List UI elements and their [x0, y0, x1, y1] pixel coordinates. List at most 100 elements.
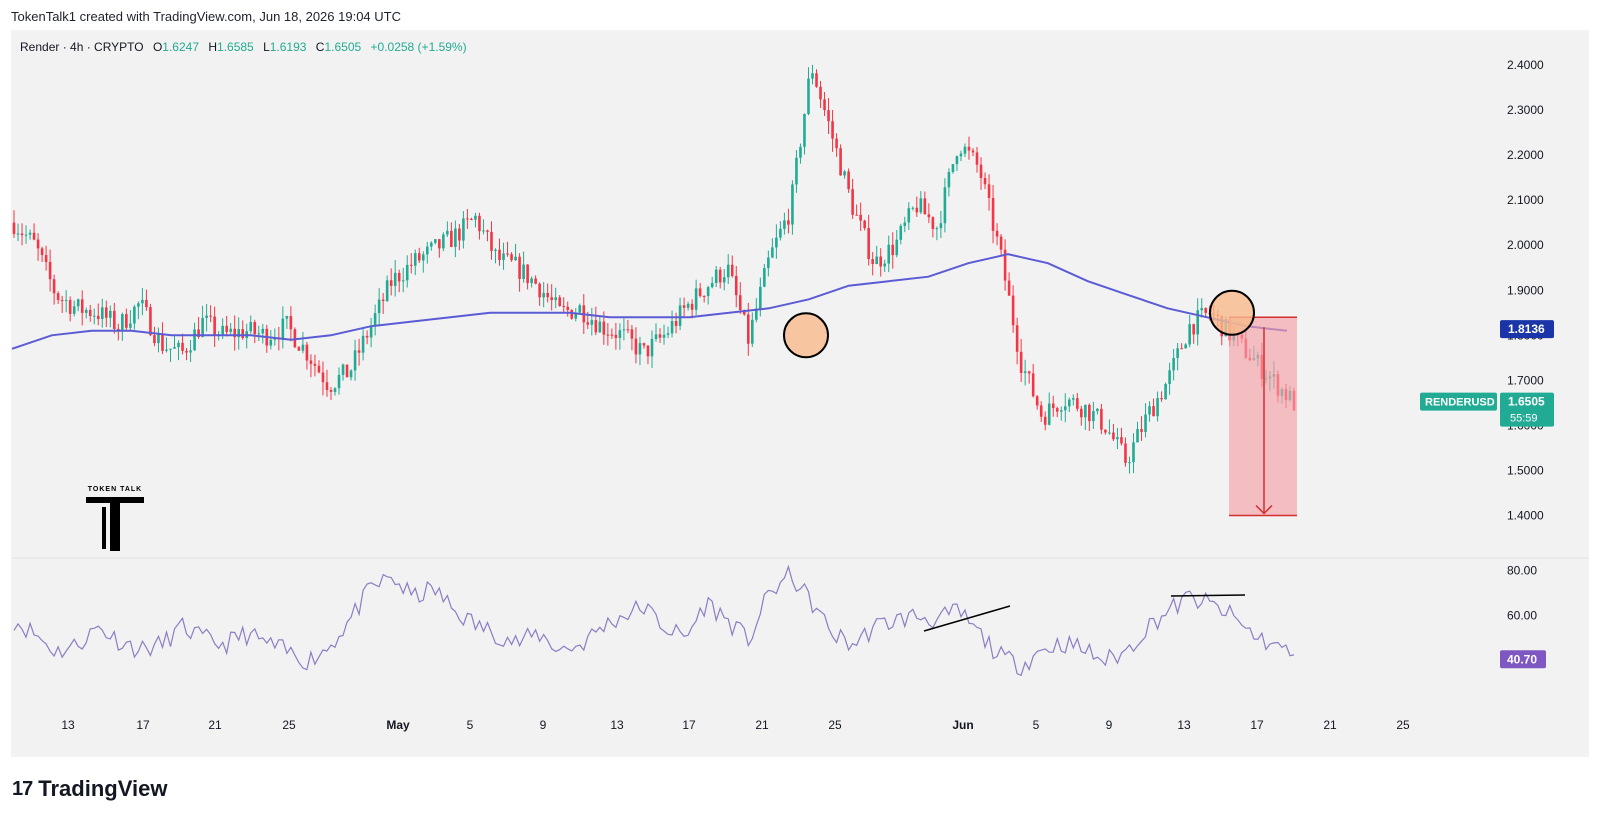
- candle-body: [301, 344, 305, 351]
- candle-body: [979, 164, 983, 178]
- candle-body: [987, 184, 991, 198]
- candle-body: [755, 308, 758, 320]
- candle-body: [1092, 411, 1095, 422]
- candle-body: [514, 256, 517, 261]
- candle-body: [16, 233, 20, 235]
- time-axis-tick: 5: [467, 718, 474, 732]
- candle-body: [1112, 432, 1115, 440]
- low-value: 1.6193: [269, 40, 307, 54]
- candle-body: [185, 350, 188, 353]
- ma-value-badge: [1500, 320, 1554, 339]
- candle-body: [706, 287, 710, 296]
- time-axis-tick: 13: [1177, 718, 1191, 732]
- time-axis-tick: Jun: [952, 718, 973, 732]
- candle-body: [590, 320, 594, 325]
- time-axis-tick: 21: [208, 718, 222, 732]
- candle-body: [787, 220, 790, 225]
- candle-body: [1051, 403, 1055, 409]
- candle-body: [1084, 404, 1087, 418]
- candle-body: [397, 272, 401, 282]
- candle-body: [309, 360, 313, 364]
- candle-body: [100, 307, 104, 319]
- candle-body: [193, 329, 196, 351]
- rsi-value-text: 40.70: [1507, 652, 1537, 666]
- candle-body: [462, 218, 465, 241]
- rsi-line: [13, 564, 1295, 677]
- candle-body: [550, 297, 553, 301]
- close-value: 1.6505: [324, 40, 362, 54]
- rsi-value-badge: [1500, 650, 1546, 669]
- token-talk-logo: TOKEN TALK: [80, 486, 150, 556]
- candle-body: [1184, 344, 1187, 349]
- candle-body: [454, 228, 457, 247]
- symbol-legend[interactable]: Render · 4h · CRYPTO O1.6247 H1.6585 L1.…: [20, 40, 467, 54]
- candle-body: [763, 268, 766, 287]
- candle-body: [867, 228, 870, 260]
- candle-body: [361, 335, 365, 353]
- candle-body: [96, 315, 100, 319]
- candle-body: [1076, 398, 1079, 409]
- change-value: +0.0258 (+1.59%): [370, 40, 467, 54]
- candle-body: [991, 197, 995, 231]
- candle-body: [1011, 295, 1015, 326]
- candle-body: [779, 228, 782, 238]
- candle-body: [963, 146, 967, 154]
- tradingview-brand[interactable]: 17 TradingView: [12, 776, 167, 802]
- candle-body: [863, 220, 866, 229]
- candle-body: [726, 264, 730, 278]
- candle-body: [466, 218, 469, 220]
- candle-body: [28, 232, 32, 235]
- candle-body: [201, 317, 204, 337]
- candle-body: [409, 264, 413, 266]
- last-price-text: 1.6505: [1508, 395, 1545, 409]
- candle-body: [746, 314, 750, 344]
- rsi-trendline: [923, 605, 1011, 632]
- candle-body: [405, 264, 409, 281]
- candle-body: [502, 253, 505, 260]
- candle-body: [1072, 398, 1075, 400]
- candle-body: [506, 253, 509, 255]
- target-zone: [1229, 317, 1297, 516]
- candle-body: [626, 329, 630, 331]
- candle-body: [975, 152, 979, 165]
- candle-body: [92, 315, 96, 317]
- candle-body: [425, 246, 429, 255]
- candle-body: [999, 236, 1003, 250]
- tradingview-logo-icon: 17: [12, 777, 33, 800]
- candle-body: [197, 329, 200, 337]
- price-axis-tick: 1.9000: [1507, 283, 1544, 297]
- candle-body: [149, 307, 152, 336]
- candle-body: [919, 198, 923, 213]
- candle-body: [357, 350, 361, 353]
- candle-body: [911, 207, 915, 209]
- candle-body: [417, 253, 421, 261]
- symbol-badge: [1420, 392, 1497, 411]
- candle-body: [64, 300, 68, 302]
- candle-body: [261, 328, 265, 334]
- candle-body: [1007, 280, 1011, 296]
- close-label: C: [315, 40, 325, 54]
- candle-body: [88, 309, 92, 316]
- candle-body: [213, 316, 216, 336]
- candle-body: [478, 215, 481, 232]
- candle-body: [682, 305, 686, 308]
- candle-body: [401, 280, 405, 282]
- candle-body: [714, 269, 718, 284]
- rsi-axis-tick: 80.00: [1507, 564, 1537, 578]
- price-axis-tick: 2.1000: [1507, 193, 1544, 207]
- candle-body: [225, 325, 228, 332]
- candle-body: [1120, 437, 1123, 444]
- candle-body: [413, 253, 417, 266]
- candle-body: [133, 306, 136, 324]
- candle-body: [329, 390, 333, 392]
- candle-body: [1148, 406, 1151, 415]
- target-arrowhead: [1255, 504, 1273, 515]
- candle-body: [1128, 462, 1131, 464]
- open-label: O: [152, 40, 163, 54]
- candle-body: [546, 292, 549, 298]
- candle-body: [161, 334, 164, 351]
- candle-body: [1180, 348, 1183, 350]
- candle-body: [678, 305, 682, 326]
- price-axis-tick: 1.5000: [1507, 463, 1544, 477]
